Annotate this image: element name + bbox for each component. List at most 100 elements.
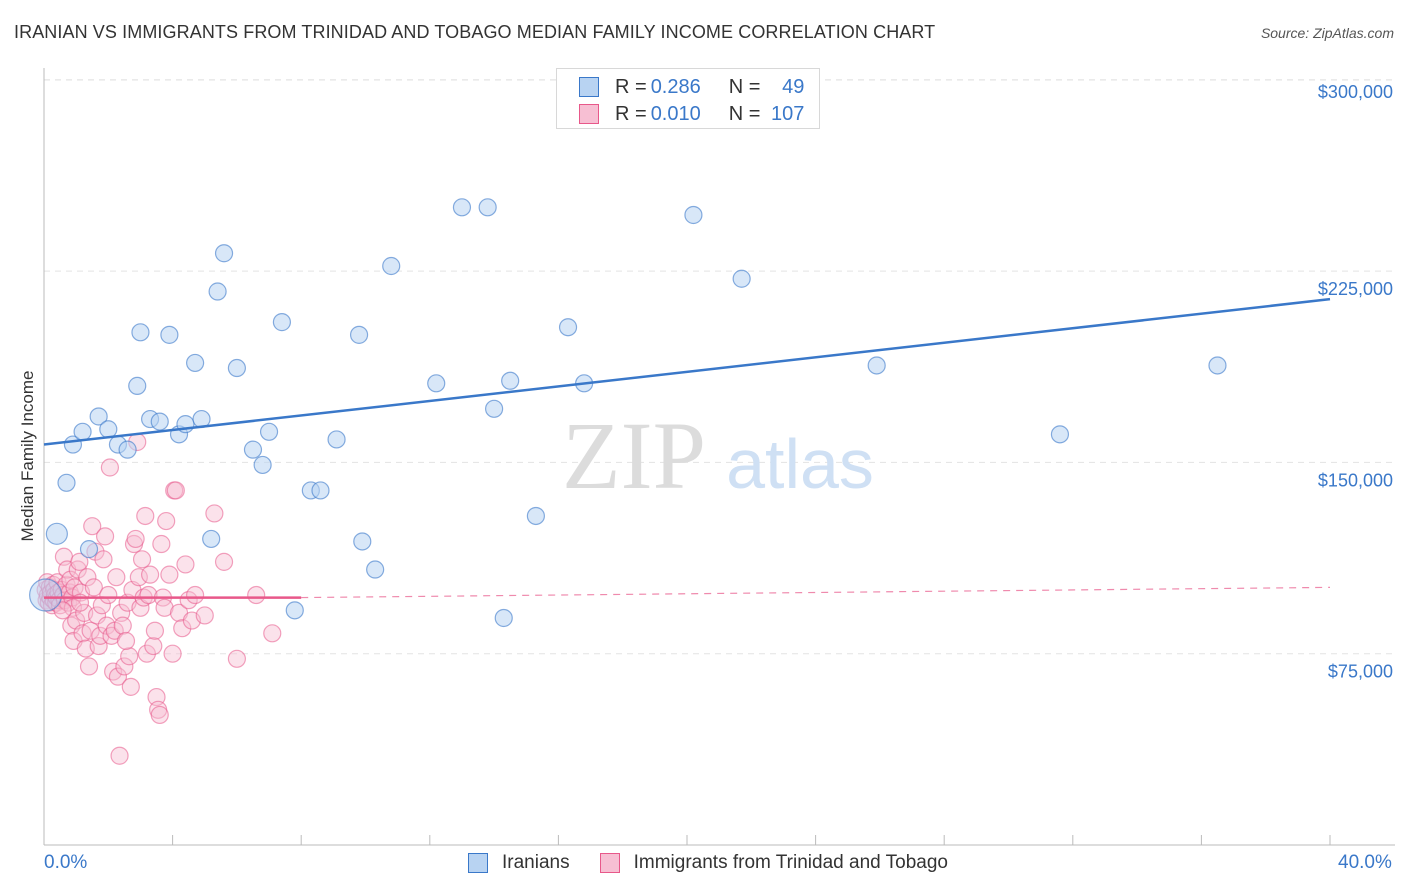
y-tick-labels: $75,000 $150,000 $225,000 $300,000 bbox=[1318, 82, 1393, 682]
pink-point bbox=[78, 568, 97, 587]
stats-legend: R = 0.286 N = 49 R = 0.010 N = 107 bbox=[556, 68, 820, 129]
blue-point bbox=[118, 440, 137, 459]
blue-point bbox=[485, 399, 504, 418]
pink-point bbox=[129, 568, 148, 587]
blue-point bbox=[202, 529, 221, 549]
pink-point bbox=[195, 606, 214, 625]
pink-point bbox=[144, 636, 163, 656]
pink-point bbox=[173, 619, 192, 638]
pink-trend-dashed bbox=[301, 586, 1331, 599]
blue-point bbox=[128, 376, 147, 395]
pink-point bbox=[152, 534, 171, 554]
blue-point bbox=[1208, 356, 1227, 375]
pink-point bbox=[84, 578, 103, 597]
pink-point bbox=[176, 555, 195, 574]
pink-point bbox=[205, 504, 224, 523]
blue-point bbox=[558, 318, 578, 337]
pink-point bbox=[108, 667, 128, 686]
pink-point bbox=[145, 621, 165, 640]
legend-item-iranians[interactable]: Iranians bbox=[468, 852, 570, 874]
pink-point bbox=[83, 517, 102, 536]
n-label: N = bbox=[728, 102, 761, 125]
blue-swatch bbox=[468, 853, 488, 873]
legend-item-trinidad[interactable]: Immigrants from Trinidad and Tobago bbox=[599, 852, 948, 874]
y-axis-title: Median Family Income bbox=[18, 370, 37, 541]
blue-point bbox=[366, 560, 385, 579]
blue-point bbox=[259, 422, 279, 441]
blue-point bbox=[684, 205, 703, 225]
blue-point bbox=[89, 407, 108, 426]
pink-point bbox=[139, 585, 158, 605]
pink-point bbox=[247, 585, 266, 605]
blue-point bbox=[1050, 425, 1070, 444]
blue-point bbox=[243, 440, 263, 459]
r-value: 0.286 bbox=[650, 75, 701, 98]
pink-point bbox=[157, 511, 176, 531]
pink-point bbox=[116, 631, 136, 651]
blue-point bbox=[494, 608, 513, 628]
pink-point bbox=[79, 657, 99, 676]
pink-point bbox=[263, 624, 282, 643]
pink-point bbox=[81, 621, 100, 640]
blue-point bbox=[214, 244, 234, 263]
series-iranians-points bbox=[29, 198, 1227, 628]
blue-point bbox=[150, 412, 169, 431]
y-tick-label: $75,000 bbox=[1328, 662, 1393, 682]
pink-point bbox=[214, 552, 234, 571]
blue-point bbox=[526, 506, 545, 526]
blue-point bbox=[732, 269, 751, 288]
pink-point bbox=[99, 585, 118, 605]
blue-point bbox=[478, 198, 497, 217]
r-value: 0.010 bbox=[650, 102, 701, 125]
pink-point bbox=[53, 601, 72, 620]
pink-point bbox=[126, 529, 145, 549]
n-label: N = bbox=[728, 75, 761, 98]
blue-point bbox=[272, 313, 292, 332]
blue-point bbox=[45, 522, 68, 545]
pink-point bbox=[110, 746, 129, 765]
blue-point bbox=[501, 371, 520, 390]
watermark-zip: ZIP bbox=[562, 402, 706, 509]
y-tick-label: $225,000 bbox=[1318, 279, 1393, 299]
n-value: 107 bbox=[771, 102, 805, 125]
blue-point bbox=[131, 323, 150, 342]
pink-point bbox=[113, 616, 132, 635]
chart-title: IRANIAN VS IMMIGRANTS FROM TRINIDAD AND … bbox=[14, 22, 936, 42]
pink-point bbox=[102, 626, 121, 645]
blue-trend-line bbox=[43, 297, 1331, 446]
blue-point bbox=[427, 374, 446, 393]
blue-swatch bbox=[579, 77, 599, 97]
pink-point bbox=[107, 568, 126, 587]
pink-swatch bbox=[599, 853, 620, 873]
blue-point bbox=[79, 540, 99, 559]
pink-point bbox=[150, 705, 169, 725]
blue-point bbox=[99, 420, 118, 439]
pink-point bbox=[94, 550, 113, 569]
trend-lines bbox=[43, 297, 1331, 599]
blue-point bbox=[208, 282, 227, 301]
watermark-atlas: atlas bbox=[726, 425, 874, 503]
series-legend: Iranians Immigrants from Trinidad and To… bbox=[468, 852, 978, 874]
pink-point bbox=[227, 649, 246, 668]
blue-point bbox=[57, 473, 76, 492]
x-min-label: 0.0% bbox=[44, 852, 88, 873]
pink-point bbox=[166, 481, 185, 500]
pink-point bbox=[115, 657, 134, 676]
n-value: 49 bbox=[782, 75, 805, 98]
legend-label-iranians: Iranians bbox=[502, 852, 570, 873]
pink-point bbox=[104, 662, 123, 681]
pink-point bbox=[95, 527, 115, 546]
pink-point bbox=[186, 585, 205, 605]
blue-point bbox=[349, 325, 369, 344]
watermark: ZIP atlas bbox=[562, 402, 874, 509]
blue-point bbox=[382, 256, 401, 276]
pink-point bbox=[68, 560, 87, 579]
pink-point bbox=[70, 552, 89, 571]
r-label: R = bbox=[615, 75, 647, 98]
pink-point bbox=[155, 598, 174, 617]
x-max-label: 40.0% bbox=[1338, 852, 1392, 873]
pink-point bbox=[140, 565, 160, 584]
axes bbox=[43, 68, 1395, 846]
legend-label-trinidad: Immigrants from Trinidad and Tobago bbox=[633, 852, 948, 873]
blue-point bbox=[452, 198, 472, 217]
